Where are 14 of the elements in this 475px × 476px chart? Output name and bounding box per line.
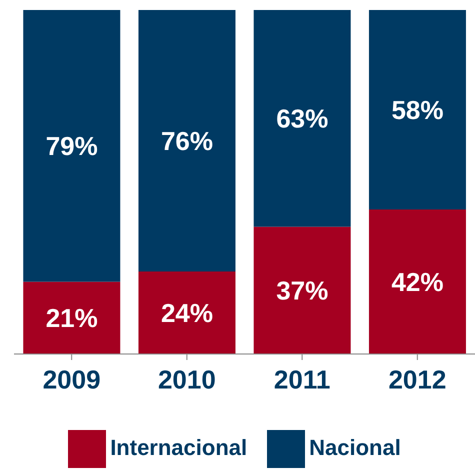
data-label: 21% [46, 303, 98, 334]
x-tick-label: 2011 [274, 364, 330, 394]
legend-label: Nacional [309, 434, 401, 460]
legend-label: Internacional [110, 434, 248, 460]
data-label: 63% [276, 104, 328, 134]
data-label: 42% [391, 266, 444, 297]
x-tick-label: 2010 [158, 364, 216, 394]
data-label: 76% [160, 126, 213, 156]
data-label: 24% [160, 298, 213, 328]
x-tick-label: 2012 [388, 364, 446, 394]
data-label: 58% [391, 94, 444, 125]
data-label: 37% [276, 276, 328, 306]
x-tick-label: 2009 [42, 364, 101, 394]
data-label: 79% [46, 131, 98, 162]
